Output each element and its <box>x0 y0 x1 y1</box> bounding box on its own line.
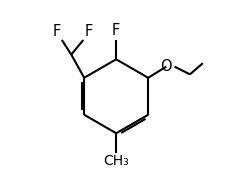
Text: O: O <box>160 59 171 74</box>
Text: F: F <box>112 23 120 38</box>
Text: CH₃: CH₃ <box>103 154 129 168</box>
Text: F: F <box>84 24 92 39</box>
Text: F: F <box>52 24 61 39</box>
